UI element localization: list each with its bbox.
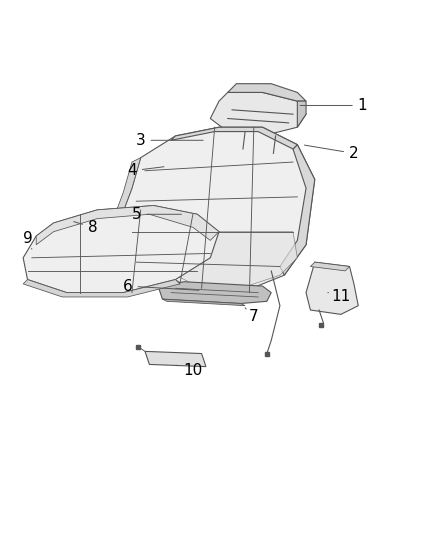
Polygon shape (145, 351, 206, 367)
Polygon shape (210, 92, 306, 136)
Text: 6: 6 (123, 279, 199, 294)
Polygon shape (162, 299, 245, 305)
Polygon shape (136, 232, 297, 288)
Text: 10: 10 (176, 362, 202, 377)
Text: 1: 1 (300, 98, 367, 113)
Polygon shape (171, 127, 297, 149)
Polygon shape (158, 282, 271, 303)
Polygon shape (23, 206, 219, 293)
Text: 3: 3 (136, 133, 203, 148)
Text: 4: 4 (127, 163, 164, 178)
Text: 11: 11 (328, 288, 350, 304)
Polygon shape (228, 84, 306, 101)
Text: 9: 9 (23, 231, 32, 249)
Polygon shape (306, 262, 358, 314)
Text: 7: 7 (245, 308, 258, 324)
Polygon shape (297, 101, 306, 127)
Polygon shape (36, 206, 219, 245)
Polygon shape (311, 262, 350, 271)
Polygon shape (119, 127, 315, 293)
Polygon shape (280, 144, 315, 275)
Polygon shape (23, 279, 180, 297)
Text: 2: 2 (304, 145, 359, 161)
Text: 5: 5 (131, 207, 181, 222)
Polygon shape (110, 158, 141, 228)
Text: 8: 8 (74, 220, 98, 235)
